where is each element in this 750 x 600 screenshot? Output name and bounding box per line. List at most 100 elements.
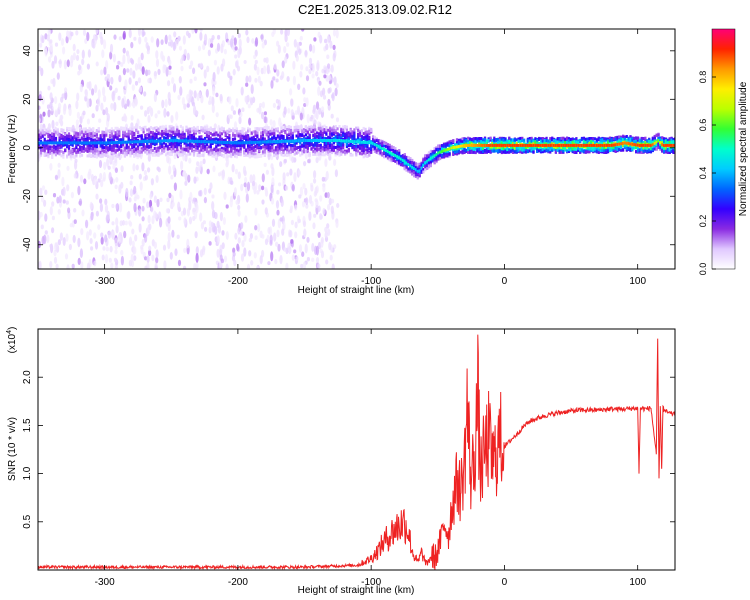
heatmap-speckle (168, 34, 172, 41)
heatmap-cell (243, 154, 246, 157)
heatmap-ridge-cell (291, 139, 294, 143)
heatmap-cell (271, 138, 274, 142)
heatmap-ridge-cell (265, 140, 268, 144)
heatmap-cell (185, 126, 188, 130)
heatmap-speckle (59, 232, 64, 241)
heatmap-ridge-cell (358, 140, 362, 144)
heatmap-cell (284, 147, 287, 151)
heatmap-cell (256, 127, 259, 131)
heatmap-cell (420, 170, 423, 174)
heatmap-cell (125, 146, 128, 150)
heatmap-speckle (166, 154, 170, 164)
heatmap-speckle (234, 46, 238, 51)
heatmap-speckle (205, 88, 209, 98)
heatmap-cell (149, 130, 153, 134)
heatmap-speckle (301, 29, 305, 32)
heatmap-cell (247, 136, 250, 140)
heatmap-cell (235, 133, 238, 137)
heatmap-cell (247, 134, 250, 138)
heatmap-cell (330, 151, 334, 155)
heatmap-speckle (313, 170, 317, 179)
heatmap-speckle (133, 196, 137, 202)
spectrogram-heatmap (38, 29, 675, 269)
heatmap-ridge-cell (344, 139, 347, 143)
heatmap-speckle (93, 232, 97, 239)
heatmap-cell (355, 148, 358, 152)
heatmap-cell (51, 155, 54, 159)
heatmap-ridge-cell (118, 140, 121, 144)
heatmap-speckle (220, 43, 224, 54)
heatmap-cell (474, 147, 477, 151)
heatmap-speckle (115, 177, 119, 183)
heatmap-cell (424, 158, 427, 162)
heatmap-speckle (183, 265, 187, 269)
heatmap-cell (215, 149, 218, 153)
heatmap-speckle (317, 263, 321, 269)
heatmap-ridge-cell (67, 141, 71, 145)
heatmap-cell (243, 136, 246, 140)
heatmap-cell (269, 149, 272, 153)
heatmap-cell (84, 127, 87, 131)
heatmap-speckle (315, 71, 319, 77)
heatmap-cell (233, 137, 237, 141)
heatmap-cell (200, 148, 203, 152)
heatmap-cell (377, 146, 380, 150)
heatmap-speckle (76, 111, 80, 119)
heatmap-cell (135, 136, 138, 140)
heatmap-cell (469, 138, 472, 142)
heatmap-speckle (327, 74, 332, 82)
heatmap-ridge-cell (66, 141, 69, 145)
heatmap-ridge-cell (297, 139, 300, 143)
heatmap-speckle (242, 165, 247, 175)
heatmap-speckle (57, 208, 61, 215)
heatmap-speckle (170, 39, 174, 48)
heatmap-cell (194, 144, 197, 148)
heatmap-cell (222, 155, 225, 159)
heatmap-cell (51, 152, 54, 156)
heatmap-speckle (49, 92, 53, 101)
heatmap-cell (334, 129, 337, 133)
heatmap-cell (347, 137, 350, 141)
heatmap-cell (88, 126, 91, 130)
heatmap-speckle (288, 248, 292, 253)
heatmap-speckle (85, 219, 89, 229)
heatmap-cell (38, 129, 41, 133)
heatmap-cell (232, 133, 235, 137)
heatmap-speckle (91, 88, 95, 96)
heatmap-cell (399, 154, 403, 158)
heatmap-cell (228, 129, 231, 133)
heatmap-ridge-cell (301, 139, 304, 143)
heatmap-speckle (292, 75, 296, 86)
heatmap-speckle (319, 34, 323, 44)
heatmap-cell (86, 139, 89, 143)
heatmap-speckle (328, 197, 332, 206)
heatmap-ridge-cell (260, 140, 263, 144)
heatmap-speckle (39, 42, 43, 48)
heatmap-speckle (299, 186, 303, 197)
heatmap-cell (58, 136, 61, 140)
heatmap-cell (327, 152, 330, 156)
heatmap-speckle (193, 76, 197, 81)
heatmap-cell (155, 133, 158, 136)
heatmap-cell (164, 136, 168, 140)
heatmap-cell (435, 148, 438, 152)
heatmap-cell (297, 146, 300, 149)
heatmap-cell (39, 132, 43, 136)
heatmap-speckle (134, 80, 139, 86)
heatmap-speckle (137, 77, 141, 84)
heatmap-cell (437, 157, 440, 161)
heatmap-speckle (303, 229, 307, 237)
heatmap-speckle (295, 54, 299, 62)
heatmap-cell (148, 133, 151, 137)
heatmap-ridge-cell (482, 143, 485, 147)
heatmap-cell (122, 143, 125, 147)
heatmap-cell (247, 150, 250, 154)
heatmap-speckle (103, 39, 107, 50)
heatmap-cell (192, 152, 196, 156)
heatmap-cell (340, 128, 343, 132)
heatmap-speckle (81, 49, 85, 59)
heatmap-cell (413, 174, 416, 178)
heatmap-ridge-cell (233, 141, 237, 145)
heatmap-speckle (234, 54, 238, 59)
heatmap-cell (334, 153, 337, 157)
